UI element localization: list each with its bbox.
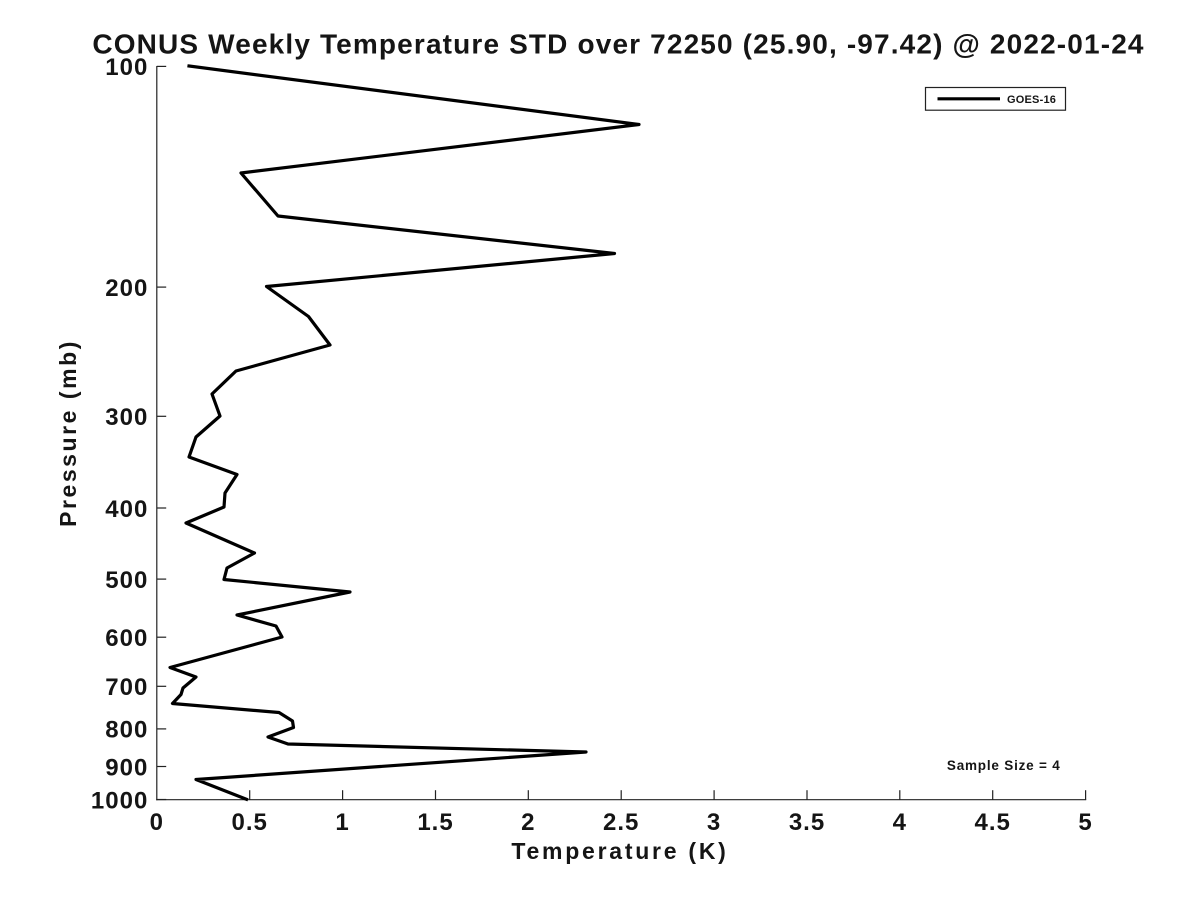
svg-text:4.5: 4.5 <box>975 809 1011 836</box>
svg-text:0: 0 <box>150 809 164 836</box>
svg-text:300: 300 <box>105 404 148 431</box>
svg-text:700: 700 <box>105 674 148 701</box>
svg-text:1.5: 1.5 <box>417 809 453 836</box>
svg-text:3.5: 3.5 <box>789 809 825 836</box>
svg-text:200: 200 <box>105 275 148 302</box>
svg-text:400: 400 <box>105 496 148 523</box>
svg-text:Pressure (mb): Pressure (mb) <box>55 339 81 527</box>
svg-text:800: 800 <box>105 717 148 744</box>
svg-text:0.5: 0.5 <box>232 809 268 836</box>
svg-text:GOES-16: GOES-16 <box>1007 94 1056 106</box>
svg-text:3: 3 <box>707 809 721 836</box>
svg-text:Temperature (K): Temperature (K) <box>511 838 728 864</box>
svg-text:600: 600 <box>105 625 148 652</box>
svg-text:500: 500 <box>105 567 148 594</box>
svg-text:2: 2 <box>521 809 535 836</box>
svg-text:1000: 1000 <box>91 787 148 814</box>
svg-text:1: 1 <box>335 809 349 836</box>
svg-text:Sample Size = 4: Sample Size = 4 <box>947 758 1061 773</box>
svg-text:900: 900 <box>105 754 148 781</box>
svg-text:CONUS Weekly Temperature STD o: CONUS Weekly Temperature STD over 72250 … <box>92 28 1144 59</box>
svg-text:5: 5 <box>1078 809 1092 836</box>
svg-text:2.5: 2.5 <box>603 809 639 836</box>
svg-text:100: 100 <box>105 54 148 81</box>
svg-text:4: 4 <box>893 809 907 836</box>
